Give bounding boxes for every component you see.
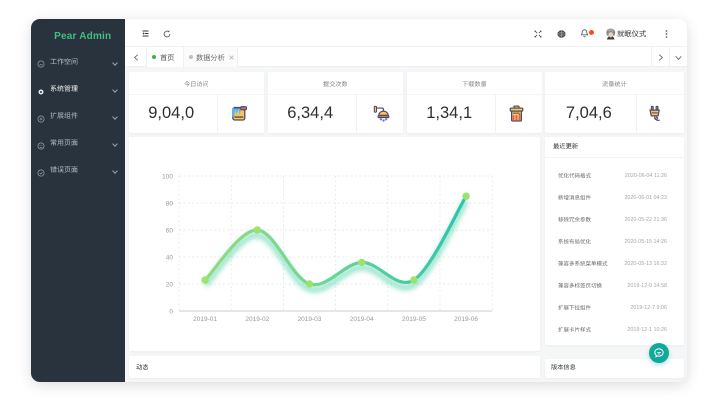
svg-text:2019-03: 2019-03 xyxy=(297,316,321,323)
svg-text:2019-04: 2019-04 xyxy=(349,316,373,323)
svg-text:2019-06: 2019-06 xyxy=(454,316,478,323)
svg-text:20: 20 xyxy=(165,282,173,289)
svg-text:80: 80 xyxy=(165,201,173,208)
svg-text:60: 60 xyxy=(165,228,173,235)
svg-text:2019-02: 2019-02 xyxy=(245,316,269,323)
svg-text:2019-01: 2019-01 xyxy=(193,316,217,323)
svg-text:100: 100 xyxy=(162,174,173,181)
svg-text:40: 40 xyxy=(165,255,173,262)
svg-text:0: 0 xyxy=(169,309,173,316)
svg-text:2019-05: 2019-05 xyxy=(401,316,425,323)
